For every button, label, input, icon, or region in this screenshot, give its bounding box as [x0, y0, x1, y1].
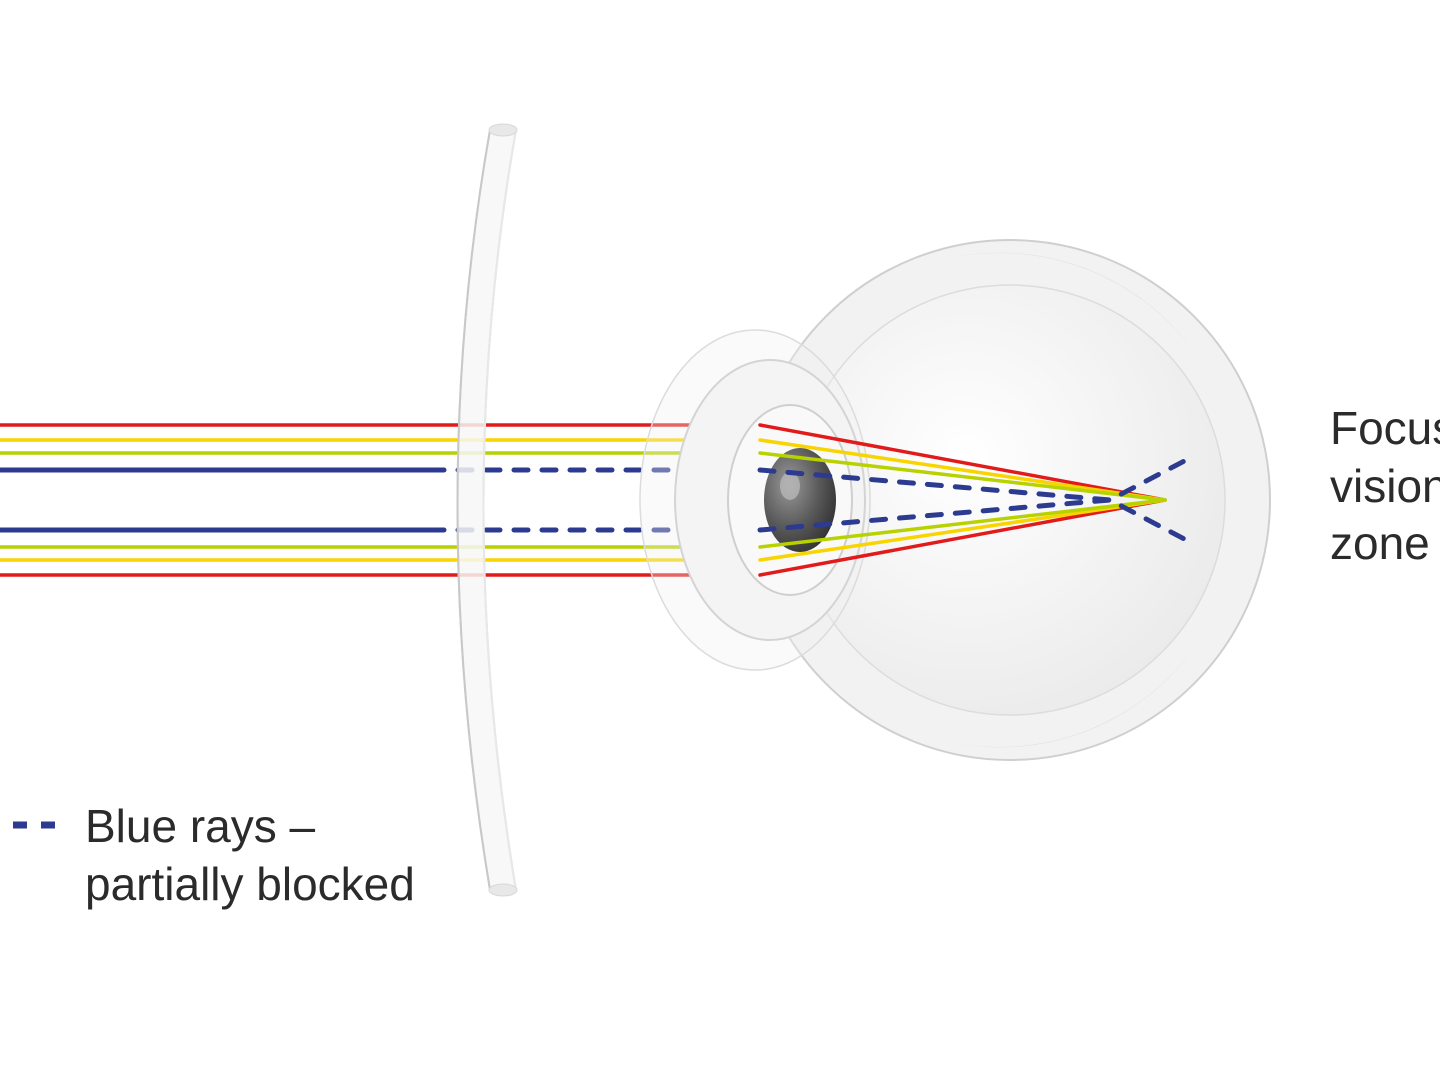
label-focused-vision-zone: Focused vision zone — [1330, 400, 1440, 573]
eye — [640, 240, 1270, 760]
spectacle-lens — [458, 130, 517, 890]
diagram-svg — [0, 0, 1440, 1080]
label-blue-rays: Blue rays – partially blocked — [85, 798, 415, 913]
